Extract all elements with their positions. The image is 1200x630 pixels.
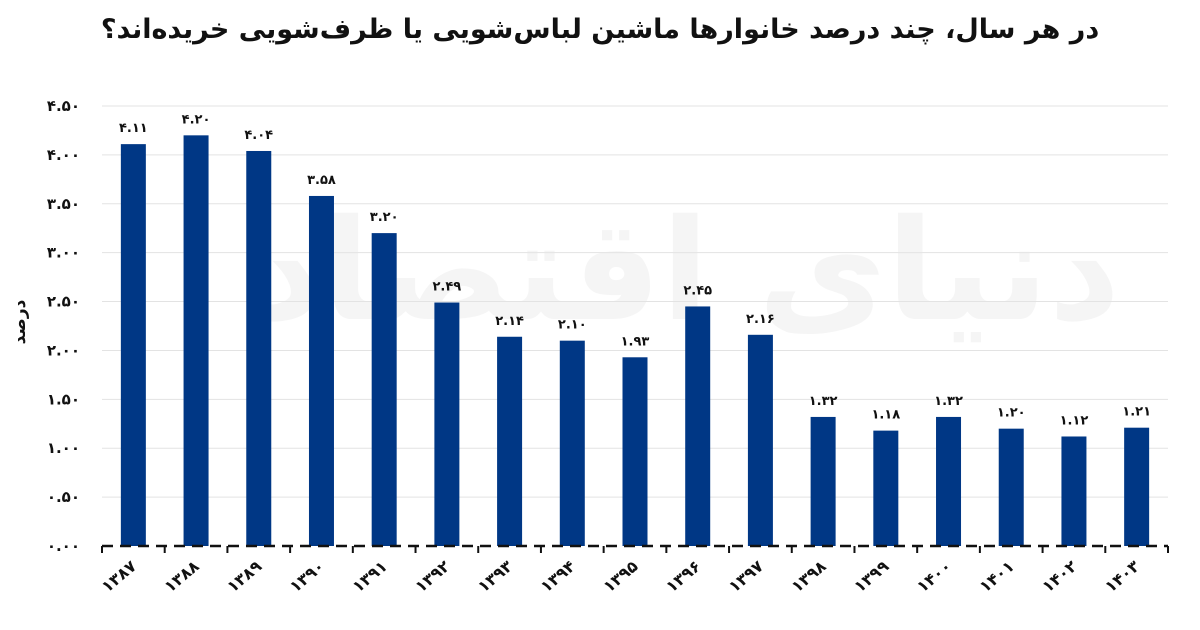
bar-value-label: ۲.۱۴ xyxy=(495,314,524,329)
bar-value-label: ۴.۰۴ xyxy=(244,128,273,143)
bar-value-label: ۱.۳۲ xyxy=(934,394,963,409)
x-axis-ticks: ۱۳۸۷ ۱۳۸۸ ۱۳۸۹ ۱۳۹۰ ۱۳۹۱ ۱۳۹۲ ۱۳۹۳ ۱۳۹۴ ۱۳۹۵ ۱۳۹۶… xyxy=(98,556,1144,596)
bar-value-label: ۱.۳۲ xyxy=(809,394,838,409)
x-tick-label: ۱۳۹۳ xyxy=(474,556,516,596)
x-tick-label: ۱۳۹۸ xyxy=(788,556,830,596)
y-tick-label: ۲.۰۰ xyxy=(47,341,80,359)
bar-value-label: ۲.۴۹ xyxy=(433,280,462,295)
x-tick-label: ۱۳۹۴ xyxy=(537,556,579,596)
x-tick-label: ۱۴۰۳ xyxy=(1101,556,1143,596)
bar xyxy=(371,233,397,546)
bar xyxy=(120,144,146,546)
x-tick-label: ۱۳۸۷ xyxy=(98,556,140,596)
bar xyxy=(559,340,585,546)
y-tick-label: ۳.۵۰ xyxy=(47,195,80,213)
bar-value-label: ۲.۱۶ xyxy=(746,312,775,327)
y-tick-label: ۳.۰۰ xyxy=(47,244,80,262)
bar xyxy=(497,336,523,546)
bar-value-label: ۲.۱۰ xyxy=(558,318,587,333)
x-tick-label: ۱۳۹۹ xyxy=(850,556,892,596)
bar xyxy=(1061,436,1087,546)
bar xyxy=(873,430,899,546)
bar-value-label: ۱.۲۰ xyxy=(997,406,1026,421)
x-tick-label: ۱۳۹۲ xyxy=(411,556,453,596)
bars: ۴.۱۱ ۴.۲۰ ۴.۰۴ ۳.۵۸ ۳.۲۰ ۲.۴۹ ۲.۱۴ ۲.۱۰ ۱.۹۳ ۲.۴۵… xyxy=(119,112,1151,547)
bar xyxy=(434,302,460,546)
bar-value-label: ۳.۵۸ xyxy=(307,173,336,188)
bar-value-label: ۴.۱۱ xyxy=(119,121,148,136)
bar xyxy=(183,135,209,547)
x-tick-label: ۱۴۰۰ xyxy=(913,557,955,597)
x-tick-label: ۱۳۹۱ xyxy=(349,557,391,597)
bar xyxy=(622,357,648,546)
y-axis-ticks: ۰.۰۰ ۰.۵۰ ۱.۰۰ ۱.۵۰ ۲.۰۰ ۲.۵۰ ۳.۰۰ ۳.۵۰ ۴.۰۰ ۴.۵۰ xyxy=(47,97,80,555)
bar xyxy=(936,416,962,546)
bar xyxy=(685,306,711,546)
chart-title: در هر سال، چند درصد خانوارها ماشین لباس‌… xyxy=(100,14,1100,45)
bar xyxy=(747,334,773,546)
bar-value-label: ۱.۱۲ xyxy=(1060,413,1089,428)
x-tick-label: ۱۳۸۸ xyxy=(160,556,202,596)
x-tick-label: ۱۴۰۲ xyxy=(1038,556,1080,596)
bar xyxy=(810,416,836,546)
y-tick-label: ۰.۵۰ xyxy=(47,488,80,506)
bar-value-label: ۲.۴۵ xyxy=(683,283,712,298)
x-axis xyxy=(101,544,1169,553)
x-tick-label: ۱۳۹۷ xyxy=(725,556,767,596)
y-tick-label: ۴.۰۰ xyxy=(47,146,80,164)
x-tick-label: ۱۳۹۶ xyxy=(662,557,704,597)
bar xyxy=(246,150,272,546)
bar-value-label: ۱.۱۸ xyxy=(871,408,900,423)
y-tick-label: ۲.۵۰ xyxy=(47,293,80,311)
x-tick-label: ۱۳۹۵ xyxy=(599,556,641,596)
bar xyxy=(308,195,334,546)
x-tick-label: ۱۳۸۹ xyxy=(223,556,265,596)
y-tick-label: ۱.۵۰ xyxy=(47,390,80,408)
x-tick-label: ۱۴۰۱ xyxy=(976,557,1018,597)
bar-value-label: ۳.۲۰ xyxy=(370,210,399,225)
bar-value-label: ۱.۹۳ xyxy=(621,334,650,349)
bar-value-label: ۱.۲۱ xyxy=(1122,405,1151,420)
bar-value-label: ۴.۲۰ xyxy=(182,112,211,127)
bar xyxy=(998,428,1024,546)
y-tick-label: ۱.۰۰ xyxy=(47,439,80,457)
bar xyxy=(1124,427,1150,546)
x-tick-label: ۱۳۹۰ xyxy=(286,557,328,597)
y-tick-label: ۰.۰۰ xyxy=(47,537,80,555)
y-tick-label: ۴.۵۰ xyxy=(47,97,80,115)
